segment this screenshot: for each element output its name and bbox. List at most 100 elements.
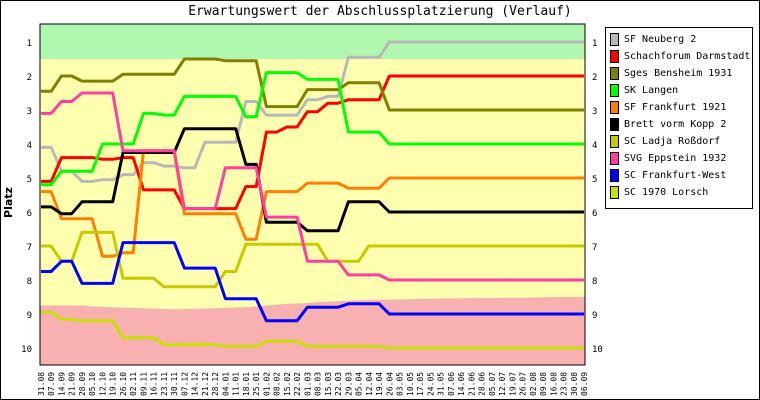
x-tick-label: 17.05 (416, 372, 425, 396)
y-tick-label-right: 10 (592, 345, 603, 355)
x-tick-label: 08.03 (314, 372, 323, 396)
legend-label: SC Ladja Roßdorf (624, 135, 721, 147)
legend-swatch (610, 151, 619, 165)
x-tick-label: 25.01 (252, 372, 261, 396)
x-tick-label: 28.09 (78, 372, 87, 396)
x-tick-label: 24.05 (426, 372, 435, 396)
x-tick-label: 19.10 (109, 372, 118, 396)
plot-border (39, 23, 586, 366)
legend-label: Sges Bensheim 1931 (624, 67, 733, 79)
x-tick-label: 22.03 (334, 372, 343, 396)
y-tick-label-right: 8 (592, 277, 597, 287)
legend-label: Brett vorm Kopp 2 (624, 118, 727, 130)
legend-item: Sges Bensheim 1931 (610, 65, 732, 81)
series-line-4 (41, 71, 584, 187)
legend-swatch (610, 134, 619, 148)
x-tick-label: 15.02 (283, 372, 292, 396)
x-tick-label: 12.10 (98, 372, 107, 396)
x-tick-label: 31.08 (37, 372, 46, 396)
legend-item: SC 1970 Lorsch (610, 184, 708, 200)
y-tick-label-left: 1 (27, 39, 32, 49)
y-tick-label-left: 6 (27, 209, 32, 219)
y-tick-label-left: 2 (27, 73, 32, 83)
y-tick-label-right: 1 (592, 39, 597, 49)
x-tick-label: 19.07 (508, 372, 517, 396)
legend-label: Schachforum Darmstadt (624, 50, 751, 62)
series-line-2 (41, 74, 584, 211)
x-tick-label: 29.03 (344, 372, 353, 396)
series-line-5 (41, 149, 584, 258)
legend-swatch (610, 185, 619, 199)
series-line-7 (41, 230, 584, 289)
legend-label: SVG Eppstein 1932 (624, 152, 727, 164)
x-tick-label: 04.01 (221, 372, 230, 396)
legend-label: SC 1970 Lorsch (624, 186, 709, 198)
x-tick-label: 09.11 (139, 372, 148, 396)
legend-item: SC Ladja Roßdorf (610, 133, 720, 149)
legend-label: SF Frankfurt 1921 (624, 101, 727, 113)
x-tick-label: 23.08 (560, 372, 569, 396)
x-tick-label: 12.04 (365, 372, 374, 396)
series-line-1 (41, 40, 584, 183)
x-tick-label: 16.11 (150, 372, 159, 396)
x-tick-label: 14.09 (57, 372, 66, 396)
x-tick-label: 26.10 (119, 372, 128, 396)
x-tick-label: 11.01 (232, 372, 241, 396)
series-line-8 (41, 91, 584, 282)
x-tick-label: 02.11 (129, 372, 138, 396)
y-tick-label-left: 9 (27, 311, 32, 321)
x-tick-label: 16.08 (549, 372, 558, 396)
legend-item: SK Langen (610, 82, 678, 98)
legend-item: SVG Eppstein 1932 (610, 150, 726, 166)
x-tick-label: 23.11 (160, 372, 169, 396)
legend-swatch (610, 83, 619, 97)
x-tick-label: 05.04 (355, 372, 364, 396)
x-tick-label: 15.03 (324, 372, 333, 396)
x-tick-label: 30.11 (170, 372, 179, 396)
x-tick-label: 14.12 (191, 372, 200, 396)
legend-label: SF Neuberg 2 (624, 33, 697, 45)
x-tick-label: 14.06 (457, 372, 466, 396)
legend-swatch (610, 117, 619, 131)
x-tick-label: 05.07 (488, 372, 497, 396)
x-tick-label: 12.07 (498, 372, 507, 396)
x-tick-label: 19.04 (375, 372, 384, 396)
legend-item: SC Frankfurt-West (610, 167, 726, 183)
legend-item: Schachforum Darmstadt (610, 48, 750, 64)
x-tick-label: 28.12 (211, 372, 220, 396)
y-tick-label-left: 4 (27, 141, 32, 151)
y-tick-label-right: 9 (592, 311, 597, 321)
legend-swatch (610, 49, 619, 63)
x-tick-label: 30.08 (570, 372, 579, 396)
legend-label: SC Frankfurt-West (624, 169, 727, 181)
x-tick-label: 26.07 (519, 372, 528, 396)
series-line-3 (41, 57, 584, 112)
x-tick-label: 21.09 (68, 372, 77, 396)
x-tick-label: 21.12 (201, 372, 210, 396)
legend-item: SF Neuberg 2 (610, 31, 696, 47)
x-tick-label: 06.09 (580, 372, 589, 396)
x-tick-label: 18.01 (242, 372, 251, 396)
x-tick-label: 01.02 (262, 372, 271, 396)
x-tick-label: 26.04 (385, 372, 394, 396)
x-tick-label: 01.03 (303, 372, 312, 396)
y-tick-label-right: 4 (592, 141, 597, 151)
x-tick-label: 31.05 (437, 372, 446, 396)
y-tick-label-right: 6 (592, 209, 597, 219)
series-line-6 (41, 127, 584, 233)
y-tick-label-left: 3 (27, 107, 32, 117)
legend-item: SF Frankfurt 1921 (610, 99, 726, 115)
series-line-9 (41, 241, 584, 323)
legend-swatch (610, 168, 619, 182)
y-tick-label-left: 8 (27, 277, 32, 287)
x-tick-label: 21.06 (467, 372, 476, 396)
x-tick-label: 05.10 (88, 372, 97, 396)
legend-swatch (610, 32, 619, 46)
x-tick-label: 08.02 (273, 372, 282, 396)
x-tick-label: 07.09 (47, 372, 56, 396)
legend: SF Neuberg 2 Schachforum Darmstadt Sges Be… (605, 27, 753, 209)
y-tick-label-left: 10 (21, 345, 32, 355)
x-tick-label: 28.06 (478, 372, 487, 396)
y-tick-label-right: 7 (592, 243, 597, 253)
